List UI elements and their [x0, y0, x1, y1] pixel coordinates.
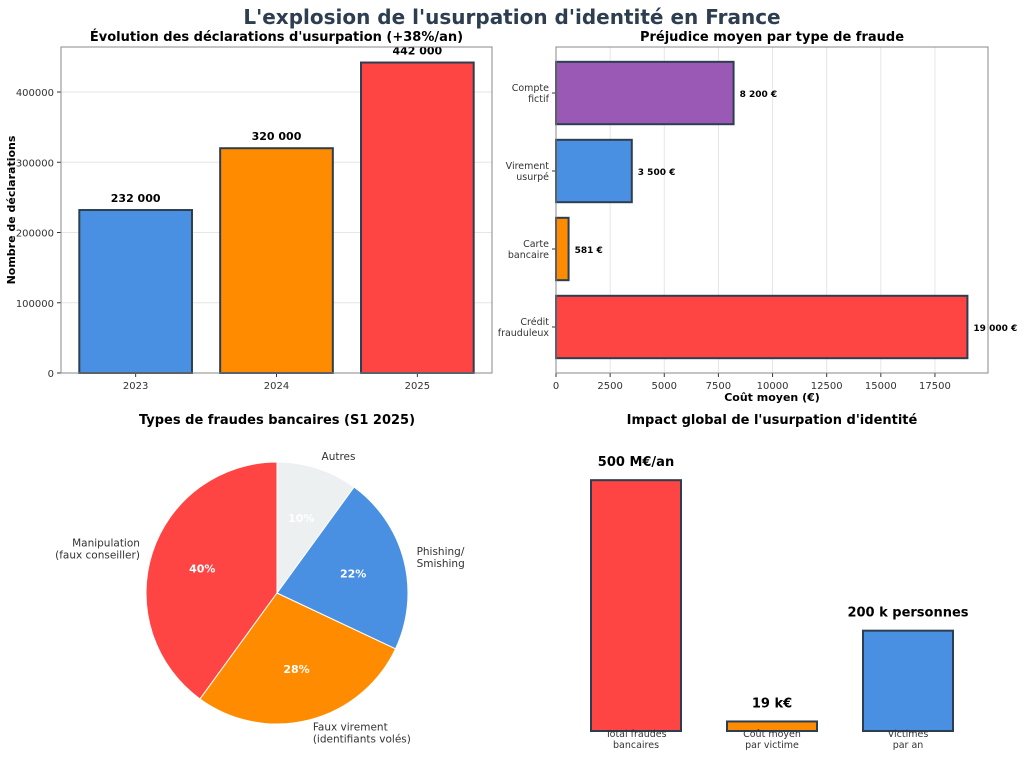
bar-2023: [78, 209, 193, 374]
slice-label: Autres: [322, 451, 356, 463]
data-label: 200 k personnes: [847, 606, 968, 621]
y-tick-label: Virement usurpé: [506, 161, 550, 183]
data-label: 19 000 €: [973, 324, 1017, 334]
data-label: 442 000: [392, 45, 442, 58]
bar-Crédit-frauduleux: [555, 294, 969, 360]
x-tick-label: 12500: [811, 381, 843, 392]
pct-label: 10%: [288, 512, 314, 525]
chart-declarations: Évolution des déclarations d'usurpation …: [5, 29, 493, 392]
chart-title: Évolution des déclarations d'usurpation …: [90, 29, 463, 45]
y-axis-label: Nombre de déclarations: [5, 135, 18, 284]
pct-label: 28%: [283, 663, 309, 676]
x-tick-label: 5000: [652, 381, 677, 392]
chart-title: Préjudice moyen par type de fraude: [640, 30, 904, 45]
category-label: Coût moyen par victime: [743, 729, 801, 751]
chart-impact: Impact global de l'usurpation d'identité…: [590, 413, 969, 751]
pie-slice-phishing: [276, 486, 409, 650]
bar-2025: [360, 61, 475, 375]
pct-label: 40%: [189, 563, 215, 576]
data-label: 232 000: [111, 192, 161, 205]
x-tick-label: 0: [553, 381, 559, 392]
x-tick-label: 7500: [706, 381, 731, 392]
x-tick-label: 2500: [597, 381, 622, 392]
pie-slice-autres: [276, 461, 355, 595]
y-tick-label: 300000: [16, 158, 54, 169]
data-label: 500 M€/an: [598, 455, 674, 470]
category-label: Victimes par an: [888, 729, 929, 751]
y-tick-label: 100000: [16, 299, 54, 310]
x-axis-label: Coût moyen (€): [724, 391, 820, 404]
y-tick-label: Crédit frauduleux: [498, 317, 550, 339]
x-tick-label: 15000: [865, 381, 897, 392]
x-tick-label: 2025: [405, 381, 430, 392]
x-tick-label: 17500: [919, 381, 951, 392]
x-tick-label: 2024: [264, 381, 289, 392]
y-tick-label: Compte fictif: [512, 83, 550, 105]
data-label: 3 500 €: [638, 168, 676, 178]
pct-label: 22%: [340, 567, 366, 580]
pie-slice-manipulation: [145, 461, 278, 700]
chart-pie-fraudes: Types de fraudes bancaires (S1 2025) 40% M…: [55, 413, 465, 746]
data-label: 581 €: [575, 246, 603, 256]
axes-frame: [60, 46, 493, 374]
bar-2024: [219, 147, 334, 374]
x-tick-label: 10000: [757, 381, 789, 392]
chart-title: Impact global de l'usurpation d'identité: [627, 413, 918, 428]
y-tick-label: Carte bancaire: [508, 239, 549, 261]
slice-label: Phishing/Smishing: [417, 546, 465, 570]
bar-Compte-fictif: [555, 60, 735, 126]
data-label: 19 k€: [752, 696, 792, 711]
bar-coût-moyen-par-victime: [726, 720, 818, 732]
bar-Carte-bancaire: [555, 216, 570, 282]
y-tick-label: 200000: [16, 229, 54, 240]
chart-prejudice: Préjudice moyen par type de fraude 0 2500 5…: [498, 30, 1018, 404]
y-tick-label: 0: [48, 369, 54, 380]
slice-label: Manipulation (faux conseiller): [55, 537, 140, 561]
data-label: 320 000: [252, 130, 302, 143]
pie-slice-fauxvirement: [199, 592, 397, 725]
chart-title: Types de fraudes bancaires (S1 2025): [139, 413, 415, 428]
bar-Virement-usurpé: [555, 138, 633, 204]
axes-frame: [555, 46, 989, 374]
bar-victimes-par-an: [862, 629, 954, 733]
data-label: 8 200 €: [740, 90, 778, 100]
bar-total-fraudes-bancaires: [590, 479, 682, 732]
x-tick-label: 2023: [123, 381, 148, 392]
y-tick-label: 400000: [16, 88, 54, 99]
category-label: Total fraudes bancaires: [604, 729, 666, 751]
figure-title: L'explosion de l'usurpation d'identité e…: [243, 5, 780, 29]
slice-label: Faux virement (identifiants volés): [313, 722, 411, 746]
